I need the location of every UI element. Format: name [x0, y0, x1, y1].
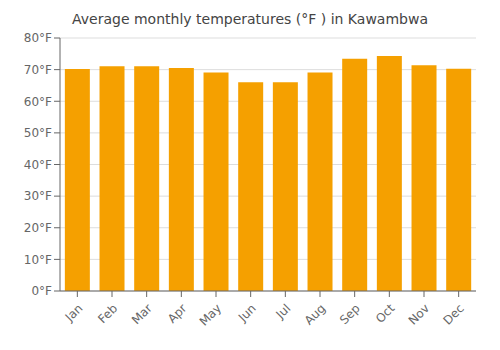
svg-text:20°F: 20°F — [24, 221, 52, 235]
svg-text:Feb: Feb — [95, 301, 120, 326]
svg-text:Oct: Oct — [373, 301, 398, 326]
svg-text:Jul: Jul — [273, 301, 294, 322]
svg-text:70°F: 70°F — [24, 63, 52, 77]
svg-text:60°F: 60°F — [24, 95, 52, 109]
svg-text:Mar: Mar — [129, 301, 155, 327]
svg-text:Aug: Aug — [302, 301, 328, 327]
svg-text:10°F: 10°F — [24, 253, 52, 267]
svg-text:Nov: Nov — [406, 301, 432, 327]
svg-text:80°F: 80°F — [24, 31, 52, 45]
svg-text:May: May — [197, 301, 224, 328]
svg-text:Jan: Jan — [62, 301, 86, 325]
svg-text:30°F: 30°F — [24, 189, 52, 203]
html-text:Average monthly temperatures (: Average monthly temperatures (°F ) in Ka… — [72, 11, 428, 27]
svg-text:50°F: 50°F — [24, 126, 52, 140]
svg-text:40°F: 40°F — [24, 158, 52, 172]
svg-text:Sep: Sep — [337, 301, 363, 327]
svg-text:Jun: Jun — [235, 301, 259, 325]
svg-text:0°F: 0°F — [31, 284, 52, 298]
svg-text:Dec: Dec — [440, 301, 466, 327]
svg-text:Apr: Apr — [165, 301, 190, 326]
